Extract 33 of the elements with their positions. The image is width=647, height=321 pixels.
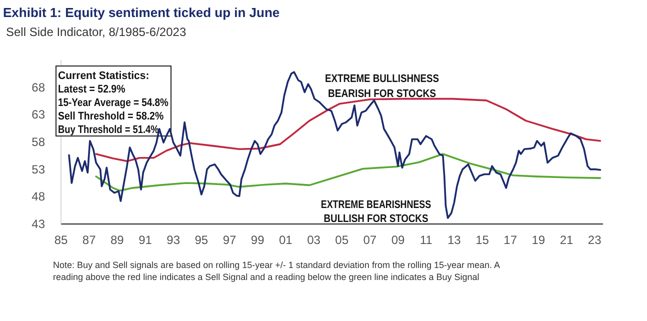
y-tick-label: 63	[32, 108, 46, 122]
annotation: EXTREME BULLISHNESS BEARISH FOR STOCKS	[325, 73, 459, 100]
x-tick-label: 13	[447, 233, 462, 247]
chart-title: Exhibit 1: Equity sentiment ticked up in June	[3, 5, 280, 20]
x-tick-label: 01	[278, 233, 293, 247]
x-tick-label: 93	[166, 233, 180, 247]
x-tick-label: 03	[307, 233, 321, 247]
x-tick-label: 89	[110, 233, 124, 247]
x-tick-label: 05	[335, 233, 349, 247]
y-tick-label: 53	[32, 162, 46, 176]
y-tick-label: 43	[32, 217, 46, 231]
y-tick-label: 68	[32, 80, 46, 94]
x-tick-label: 11	[420, 233, 433, 247]
x-tick-label: 17	[504, 233, 518, 247]
x-tick-label: 23	[588, 233, 602, 247]
text: Note: Buy and Sell signals are based on rolling 15-year +/- 1 standard deviation from the rolling 15-year mean. A reading above the red line indicates a Sell Signal and a reading below the green line indicates a Buy Signal	[53, 260, 500, 282]
line-series	[95, 153, 602, 192]
x-tick-label: 19	[532, 233, 546, 247]
x-tick-label: 97	[222, 233, 236, 247]
x-tick-label: 07	[363, 233, 377, 247]
chart-subtitle: Sell Side Indicator, 8/1985-6/2023	[6, 25, 186, 39]
annotation: Current Statistics: Latest = 52.9% 15-Year Average = 54.8% Sell Threshold = 58.2% Buy Threshold = 51.4%	[58, 70, 187, 136]
x-tick-label: 85	[54, 233, 68, 247]
x-tick-label: 21	[560, 233, 574, 247]
y-tick-label: 58	[32, 135, 46, 149]
x-tick-label: 15	[476, 233, 490, 247]
x-tick-label: 09	[391, 233, 405, 247]
x-tick-label: 91	[138, 233, 152, 247]
x-tick-label: 95	[194, 233, 208, 247]
x-tick-label: 87	[82, 233, 96, 247]
x-tick-label: 99	[250, 233, 265, 247]
y-tick-label: 48	[32, 190, 46, 204]
annotation: EXTREME BEARISHNESS BULLISH FOR STOCKS	[320, 199, 457, 225]
